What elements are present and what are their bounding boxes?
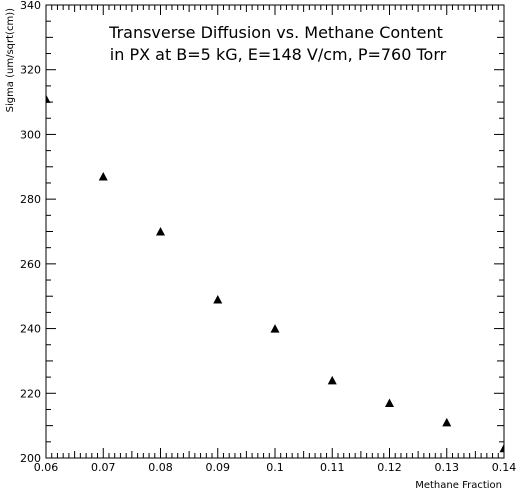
chart-title-line-2: in PX at B=5 kG, E=148 V/cm, P=760 Torr — [110, 45, 447, 64]
x-tick-label: 0.11 — [320, 461, 345, 474]
x-tick-label: 0.09 — [206, 461, 231, 474]
tick-labels: 0.06 0.07 0.08 0.09 0.1 0.11 0.12 0.13 0.14 200 22… — [20, 0, 516, 474]
axis-ticks — [45, 4, 505, 459]
data-point — [46, 94, 51, 103]
data-point — [270, 324, 280, 333]
y-tick-label: 300 — [20, 128, 41, 141]
x-tick-label: 0.1 — [266, 461, 284, 474]
y-tick-label: 260 — [20, 258, 41, 271]
data-point — [327, 375, 337, 385]
x-tick-label: 0.08 — [148, 461, 173, 474]
data-point — [442, 417, 452, 427]
y-tick-label: 200 — [20, 452, 41, 465]
data-point — [98, 171, 108, 181]
y-tick-label: 280 — [20, 193, 41, 206]
y-tick-label: 240 — [20, 323, 41, 336]
x-tick-label: 0.12 — [377, 461, 402, 474]
data-point — [213, 294, 223, 304]
x-tick-label: 0.14 — [492, 461, 516, 474]
data-markers — [46, 94, 504, 453]
x-tick-label: 0.07 — [91, 461, 116, 474]
x-tick-label: 0.13 — [435, 461, 460, 474]
y-axis-label: Sigma (um/sqrt(cm)) — [5, 8, 16, 113]
data-point — [385, 398, 394, 407]
y-tick-label: 340 — [20, 0, 41, 12]
x-axis-label: Methane Fraction — [415, 480, 502, 490]
data-point — [156, 227, 165, 236]
chart-title-line-1: Transverse Diffusion vs. Methane Content — [108, 23, 443, 42]
y-tick-label: 320 — [20, 64, 41, 77]
data-point — [499, 443, 504, 453]
y-tick-label: 220 — [20, 387, 41, 400]
x-tick-label: 0.06 — [34, 461, 59, 474]
